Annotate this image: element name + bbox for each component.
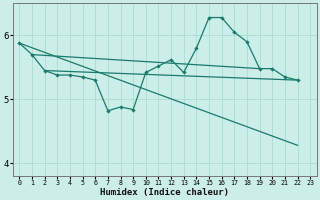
X-axis label: Humidex (Indice chaleur): Humidex (Indice chaleur) — [100, 188, 229, 197]
